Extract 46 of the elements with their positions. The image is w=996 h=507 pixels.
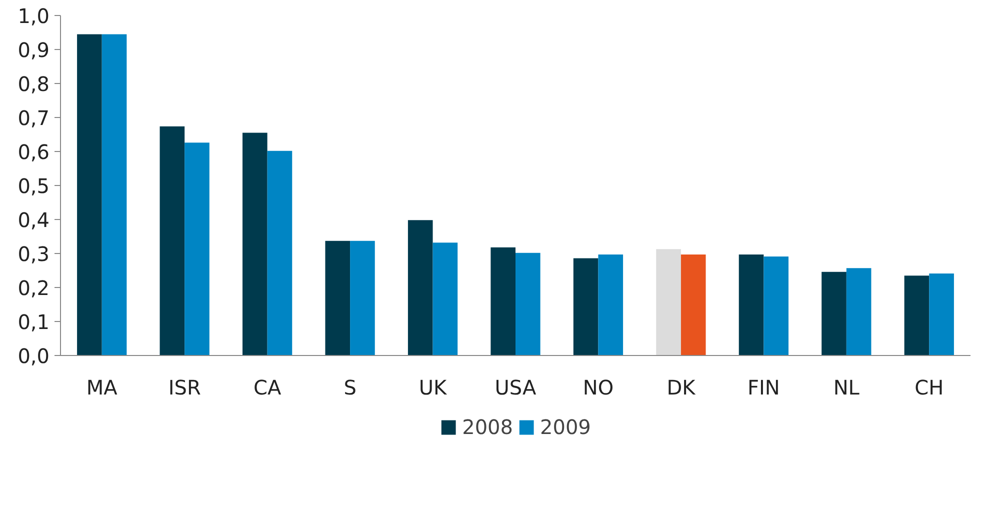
x-tick-label: S: [344, 376, 356, 400]
bar: [325, 240, 350, 356]
y-tick-label: 0,0: [18, 344, 50, 368]
x-tick-label: MA: [86, 376, 118, 400]
x-tick-label: USA: [494, 376, 537, 400]
bar: [408, 220, 433, 356]
x-tick-label: FIN: [748, 376, 780, 400]
y-tick-label: 0,1: [18, 310, 50, 334]
y-tick-label: 0,4: [18, 208, 50, 232]
bar: [822, 272, 846, 356]
x-tick-label: NL: [833, 376, 860, 400]
x-tick-label: CA: [253, 376, 282, 400]
bar: [184, 142, 210, 356]
y-tick-label: 0,3: [18, 242, 50, 266]
x-tick-label: CH: [914, 376, 944, 400]
legend-label: 2009: [540, 415, 591, 439]
y-tick-label: 0,7: [18, 106, 50, 130]
y-tick-label: 0,2: [18, 276, 50, 300]
legend-label: 2008: [462, 415, 513, 439]
bar: [904, 276, 930, 356]
bar: [680, 254, 706, 356]
x-tick-label: ISR: [168, 376, 201, 400]
bar: [929, 274, 954, 356]
bar: [656, 249, 681, 356]
bar: [846, 268, 872, 356]
bar: [573, 258, 598, 356]
bar: [432, 242, 458, 356]
y-tick-label: 0,9: [18, 38, 50, 62]
bar: [598, 254, 624, 356]
y-tick-label: 0,5: [18, 174, 50, 198]
bar: [160, 126, 185, 356]
x-tick-label: UK: [418, 376, 448, 400]
bar: [77, 34, 102, 356]
y-tick-label: 1,0: [18, 4, 50, 28]
x-tick-label: DK: [666, 376, 696, 400]
bar: [490, 247, 516, 356]
y-tick-label: 0,6: [18, 140, 50, 164]
x-tick-label: NO: [582, 376, 614, 400]
y-tick-label: 0,8: [18, 72, 50, 96]
bar: [764, 256, 788, 356]
bar: [102, 34, 127, 356]
bar: [267, 150, 292, 356]
bar: [242, 132, 268, 356]
bar: [350, 240, 375, 356]
bar: [738, 254, 764, 356]
bar: [516, 252, 540, 356]
